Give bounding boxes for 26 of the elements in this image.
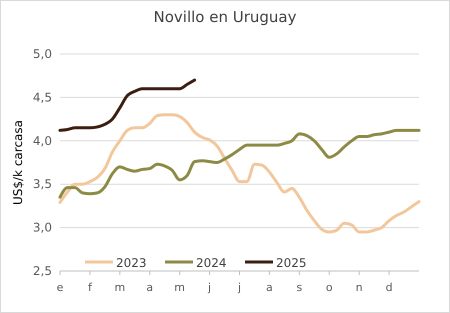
x-tick-label: a xyxy=(146,281,154,294)
x-tick-label: j xyxy=(207,281,212,294)
y-tick-label: 4,0 xyxy=(32,134,52,148)
y-tick-label: 5,0 xyxy=(32,47,52,61)
y-tick-label: 3,5 xyxy=(32,177,52,192)
legend-label: 2023 xyxy=(116,256,147,270)
x-tick-label: m xyxy=(114,281,126,294)
x-tick-label: e xyxy=(56,281,64,294)
x-tick-label: o xyxy=(326,281,333,294)
x-tick-label: j xyxy=(236,281,242,294)
y-tick-label: 2,5 xyxy=(32,264,52,278)
y-tick-label: 4,5 xyxy=(32,90,52,104)
line-series xyxy=(58,78,196,132)
line-series xyxy=(58,113,420,234)
legend-label: 2024 xyxy=(196,256,227,270)
x-tick-label: s xyxy=(296,281,302,294)
y-tick-label: 3,0 xyxy=(32,220,52,235)
legend-label: 2025 xyxy=(276,256,307,270)
line-series xyxy=(58,128,420,199)
chart-title: Novillo en Uruguay xyxy=(154,8,297,26)
x-tick-label: n xyxy=(356,281,363,294)
x-tick-label: m xyxy=(174,281,186,294)
x-tick-label: a xyxy=(266,281,273,294)
x-tick-label: d xyxy=(386,281,393,294)
x-tick-label: f xyxy=(88,281,93,294)
y-axis-title: US$/k carcasa xyxy=(11,120,25,206)
